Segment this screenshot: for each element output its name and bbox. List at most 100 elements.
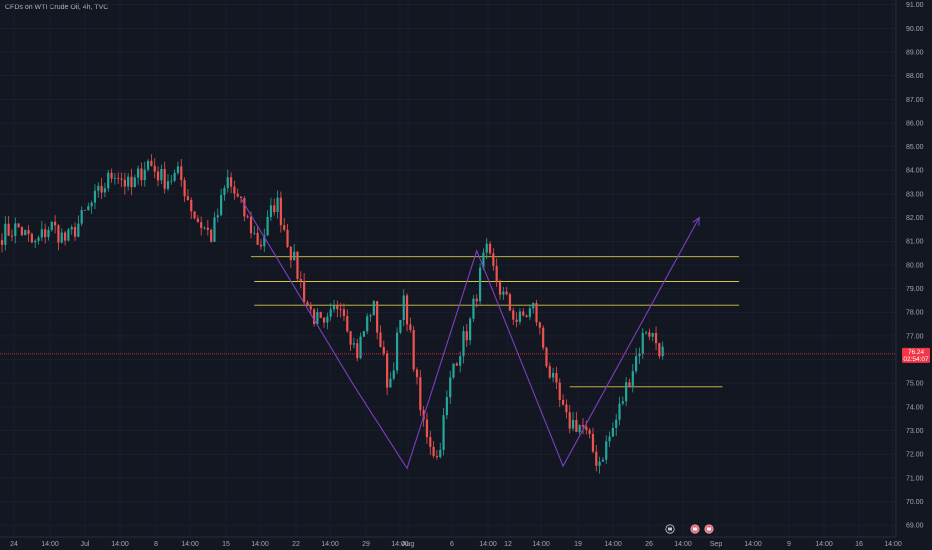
candle-body (478, 267, 482, 302)
candle-body (598, 461, 601, 466)
candle (80, 206, 83, 227)
candle (170, 175, 173, 185)
candle-body (628, 382, 631, 388)
candle-body (83, 209, 87, 211)
price-tick-label: 86.00 (906, 120, 924, 127)
candle (568, 404, 571, 434)
candle-body (133, 177, 136, 188)
candle (462, 326, 465, 364)
candle-body (4, 223, 7, 245)
pattern-line (240, 198, 700, 470)
candle (615, 413, 618, 437)
time-tick-label: 12 (504, 541, 512, 548)
candle-body (359, 336, 362, 359)
candle (146, 159, 150, 172)
candle-body (117, 177, 120, 179)
time-tick-label: 15 (222, 541, 230, 548)
candle (402, 289, 405, 327)
candle-body (625, 382, 628, 402)
candle-body (432, 446, 435, 456)
economic-event-icon[interactable] (704, 524, 714, 534)
candle-body (70, 227, 73, 230)
candle (203, 226, 206, 230)
candle (153, 158, 156, 179)
candle-body (309, 306, 312, 310)
candle (67, 228, 70, 242)
candle-body (236, 193, 239, 197)
candle (442, 408, 445, 456)
candle-body (186, 196, 190, 200)
candle-body (10, 235, 14, 237)
candle-body (605, 441, 608, 460)
time-tick-label: 9 (787, 541, 791, 548)
candle-body (442, 415, 445, 450)
candle-body (611, 427, 614, 437)
badge-glyph (693, 527, 697, 531)
candle-body (319, 312, 322, 318)
candle (412, 326, 415, 372)
candle (130, 168, 133, 196)
candle (20, 226, 24, 237)
candle-body (196, 218, 199, 223)
candle (7, 215, 10, 236)
candle-body (322, 317, 326, 323)
candle-body (276, 197, 279, 212)
candle (296, 251, 299, 282)
candle-body (203, 227, 206, 229)
candle-body (127, 176, 130, 187)
candle-body (618, 403, 621, 420)
candle (243, 196, 246, 222)
candle (120, 172, 123, 188)
time-tick-label: 14:00 (815, 541, 833, 548)
candle-body (130, 176, 133, 188)
candle (103, 182, 107, 198)
candle (588, 427, 591, 439)
candle (359, 332, 362, 360)
candle-body (153, 165, 156, 172)
economic-event-icon[interactable] (690, 524, 700, 534)
candle (137, 165, 140, 185)
candle-body (246, 216, 249, 218)
candle-body (170, 180, 173, 182)
candle-body (366, 316, 369, 332)
candle (578, 424, 581, 435)
candle (200, 216, 203, 236)
candle-body (581, 425, 585, 427)
candle-body (459, 356, 462, 366)
price-tick-label: 88.00 (906, 73, 924, 80)
candle (286, 223, 289, 249)
candle-body (176, 166, 180, 173)
candle (485, 237, 488, 259)
candle (558, 378, 561, 408)
candle (57, 224, 60, 251)
candle-body (644, 332, 648, 334)
candle (475, 294, 478, 308)
candle-body (30, 233, 33, 243)
candle (538, 321, 541, 335)
candle-body (206, 227, 209, 230)
candle (196, 215, 199, 223)
candle (618, 396, 621, 426)
candle (366, 313, 369, 335)
candle (326, 312, 329, 330)
candle-body (372, 301, 375, 316)
candle-body (439, 449, 442, 458)
candle-body (77, 223, 80, 237)
price-tick-label: 77.00 (906, 333, 924, 340)
candle (575, 411, 578, 433)
event-badges (665, 524, 714, 534)
economic-event-icon[interactable] (665, 524, 675, 534)
candle (638, 347, 641, 365)
candle-body (342, 309, 346, 316)
candle (332, 299, 336, 313)
price-tick-label: 71.00 (906, 475, 924, 482)
candle-body (50, 221, 53, 230)
candle-body (462, 331, 465, 357)
candle (356, 338, 359, 362)
candle-body (259, 244, 263, 247)
candle-body (369, 315, 372, 317)
candle-body (156, 171, 160, 181)
candle-body (329, 309, 332, 317)
candle (279, 191, 282, 233)
